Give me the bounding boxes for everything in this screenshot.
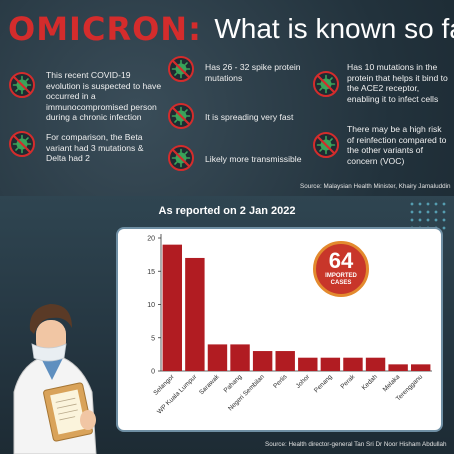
imported-cases-label: IMPORTED CASES [325, 273, 357, 286]
bar [275, 351, 295, 371]
source-bottom: Source: Health director-general Tan Sri … [265, 441, 447, 448]
fact-6: Has 10 mutations in the protein that hel… [347, 62, 448, 104]
x-tick-label: Perak [339, 373, 356, 390]
x-tick-label: Kedah [361, 373, 380, 392]
reported-date: As reported on 2 Jan 2022 [158, 205, 296, 217]
imported-cases-badge: 64 IMPORTED CASES [313, 241, 369, 297]
bar [410, 364, 431, 371]
title-brand: OMICRON: [8, 10, 202, 48]
bar [252, 351, 273, 371]
fact-7: There may be a high risk of reinfection … [347, 124, 447, 166]
x-tick-label: Johor [295, 373, 312, 390]
bar [230, 344, 250, 371]
y-tick-label: 20 [147, 236, 155, 243]
y-tick-label: 10 [147, 302, 155, 309]
y-tick-label: 15 [147, 269, 155, 276]
fact-5: Likely more transmissible [205, 154, 302, 164]
x-tick-label: Melaka [382, 373, 402, 393]
bar [298, 357, 318, 371]
imported-cases-count: 64 [328, 248, 354, 273]
x-tick-label: Perlis [272, 373, 289, 390]
fact-3: Has 26 - 32 spike protein mutations [205, 62, 301, 83]
bar [343, 357, 363, 371]
bar [185, 257, 205, 371]
bar [388, 364, 408, 371]
bar [162, 244, 183, 371]
y-tick-label: 5 [151, 335, 155, 342]
fact-1: This recent COVID-19 evolution is suspec… [46, 70, 162, 123]
y-tick-label: 0 [151, 369, 155, 376]
bar [365, 357, 386, 371]
page-title: OMICRON: What is known so far [8, 10, 454, 48]
title-subtitle: What is known so far [214, 13, 454, 44]
source-top: Source: Malaysian Health Minister, Khair… [300, 183, 451, 190]
bar [320, 357, 341, 371]
bar [207, 344, 228, 371]
fact-4: It is spreading very fast [205, 112, 294, 122]
x-tick-label: Penang [313, 373, 334, 394]
x-tick-label: Sarawak [198, 373, 221, 396]
fact-2: For comparison, the Beta variant had 3 m… [46, 132, 144, 164]
x-tick-label: Pahang [223, 373, 244, 394]
decorative-dots [408, 200, 448, 232]
x-tick-label: WP Kuala Lumpur [156, 373, 199, 416]
